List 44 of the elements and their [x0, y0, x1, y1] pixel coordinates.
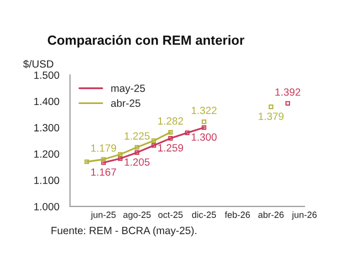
y-tick-label: 1.200	[34, 150, 60, 158]
point	[268, 104, 274, 110]
point	[101, 160, 106, 165]
point	[118, 152, 123, 157]
data-label: 1.225	[124, 132, 150, 140]
x-tick-label: jun-26	[292, 211, 317, 220]
chart-title: Comparación con REM anterior	[48, 35, 244, 48]
y-tick-label: 1.400	[34, 98, 60, 106]
point	[151, 143, 156, 148]
point	[118, 156, 123, 161]
data-label: 1.392	[276, 88, 300, 96]
x-tick-label: ago-25	[123, 212, 151, 220]
source-note: Fuente: REM - BCRA (may-25).	[52, 226, 196, 236]
legend-label: may-25	[111, 84, 145, 94]
y-tick-label: 1.500	[34, 71, 60, 79]
y-axis-title: $/USD	[23, 60, 54, 68]
x-tick-label: abr-26	[258, 211, 284, 218]
point	[101, 157, 106, 162]
data-label: 1.300	[192, 133, 217, 141]
legend-label: abr-25	[111, 99, 140, 107]
data-label: 1.179	[91, 144, 116, 152]
data-label: 1.282	[158, 117, 184, 125]
data-label: 1.322	[192, 106, 217, 114]
point	[168, 136, 173, 141]
point	[285, 101, 290, 106]
point	[202, 125, 206, 130]
point	[134, 144, 140, 150]
y-tick-label: 1.000	[34, 202, 60, 210]
y-tick-label: 1.300	[34, 124, 60, 132]
x-tick-label: feb-26	[224, 211, 250, 218]
point	[202, 119, 206, 124]
point	[184, 130, 190, 136]
point	[134, 150, 140, 155]
data-label: 1.205	[124, 158, 150, 166]
point	[151, 138, 156, 143]
data-label: 1.379	[258, 112, 284, 120]
x-tick-label: oct-25	[158, 212, 183, 218]
x-tick-label: dic-25	[192, 211, 216, 218]
x-tick-label: jun-25	[90, 211, 116, 220]
data-label: 1.259	[158, 144, 184, 152]
data-label: 1.167	[91, 168, 116, 176]
y-tick-label: 1.100	[34, 176, 60, 184]
point	[84, 159, 90, 164]
point	[168, 130, 173, 135]
